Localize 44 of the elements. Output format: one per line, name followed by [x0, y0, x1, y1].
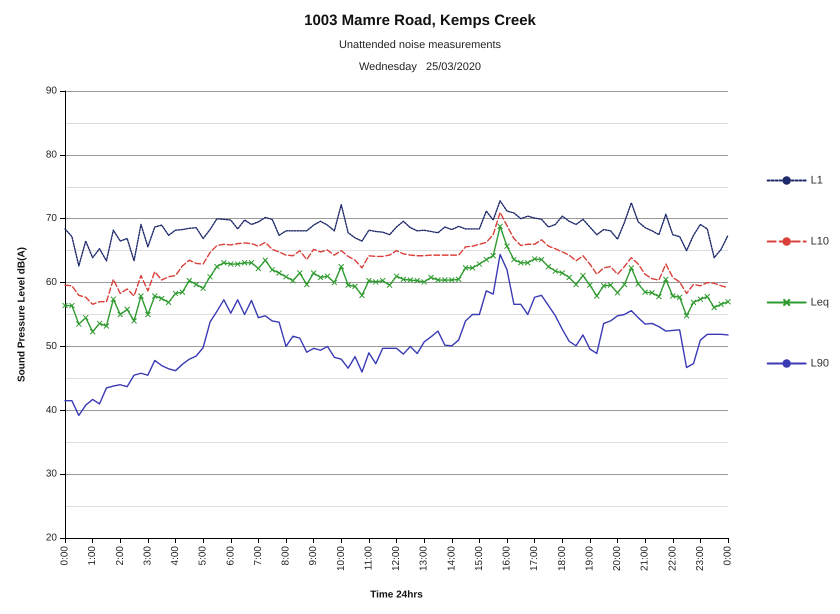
x-tick-label: 0:00: [722, 546, 734, 566]
x-tick-label: 15:00: [474, 546, 485, 572]
line-series: [64, 212, 729, 305]
legend-label: L10: [810, 236, 830, 248]
x-tick-label: 4:00: [170, 546, 181, 566]
x-tick-label: 12:00: [391, 546, 402, 572]
x-tick-label: 11:00: [363, 546, 374, 570]
chart-subtitle: Unattended noise measurements Wednesday 25/03/2020: [338, 39, 502, 73]
chart-title: 1003 Mamre Road, Kemps Creek: [304, 12, 537, 29]
y-tick-label: 60: [46, 277, 58, 288]
x-axis-title: Time 24hrs: [370, 590, 424, 600]
line-series: [64, 200, 729, 267]
x-tick-label: 22:00: [667, 546, 678, 572]
x-tick-label: 7:00: [252, 546, 264, 566]
y-tick-label: 20: [46, 532, 58, 544]
x-tick-label: 21:00: [640, 546, 651, 572]
x-tick-label: 10:00: [336, 546, 347, 572]
x-tick-label: 6:00: [225, 546, 236, 566]
y-tick-label: 90: [46, 86, 58, 96]
y-tick-label: 50: [46, 340, 58, 352]
x-tick-label: 3:00: [142, 546, 154, 566]
y-tick-label: 70: [46, 213, 58, 224]
x-tick-label: 0:00: [60, 546, 70, 566]
x-tick-label: 19:00: [584, 546, 596, 572]
x-tick-label: 16:00: [502, 546, 512, 572]
x-tick-label: 18:00: [556, 546, 568, 572]
x-tick-label: 9:00: [308, 546, 320, 566]
x-tick-label: 2:00: [114, 546, 126, 566]
x-tick-label: 20:00: [612, 546, 623, 572]
x-tick-label: 13:00: [418, 546, 430, 572]
x-tick-label: 14:00: [446, 546, 458, 572]
x-tick-label: 5:00: [198, 546, 209, 566]
x-tick-label: 23:00: [694, 546, 706, 572]
y-tick-label: 80: [46, 149, 58, 160]
line-series: [64, 254, 729, 416]
x-tick-label: 1:00: [87, 546, 98, 566]
y-axis-title: Sound Pressure Level dB(A): [16, 246, 28, 382]
y-tick-label: 30: [46, 468, 58, 480]
y-tick-label: 40: [46, 404, 58, 416]
legend-label: L1: [810, 174, 823, 186]
legend-label: Leq: [810, 296, 830, 308]
x-tick-label: 17:00: [529, 546, 540, 572]
x-tick-label: 8:00: [280, 546, 292, 566]
legend-label: L90: [810, 358, 830, 370]
